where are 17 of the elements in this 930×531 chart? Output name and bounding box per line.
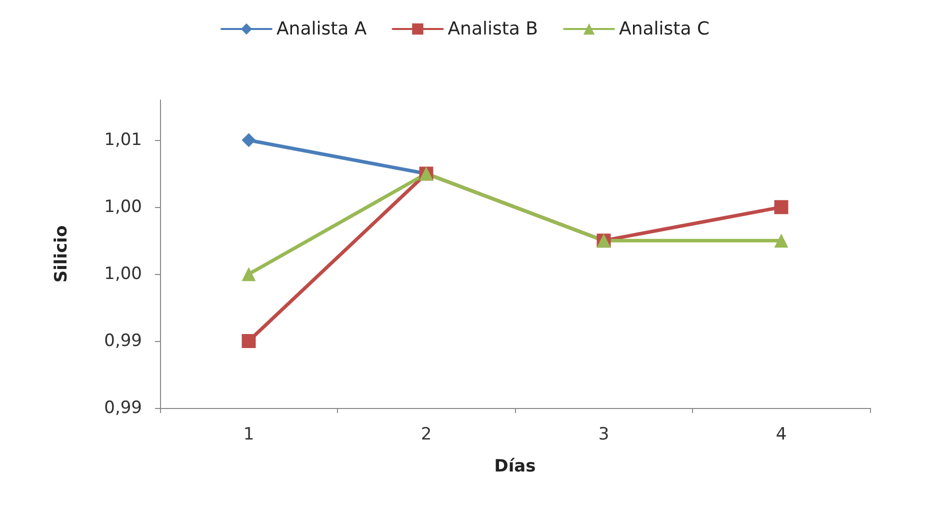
x-tick-label: 1	[243, 424, 254, 444]
legend-label: Analista B	[448, 18, 538, 40]
x-axis-title: Días	[494, 456, 536, 476]
y-axis-title: Silicio	[52, 225, 72, 283]
x-tick-label: 4	[776, 424, 787, 444]
y-tick-label: 1,01	[104, 130, 142, 150]
point	[242, 334, 256, 348]
y-tick-label: 1,00	[104, 264, 142, 284]
point	[242, 133, 256, 148]
y-tick-label: 0,99	[104, 331, 142, 352]
legend-label: Analista C	[619, 18, 710, 40]
legend-label: Analista A	[276, 18, 368, 40]
x-tick-label: 2	[420, 424, 432, 444]
y-tick-label: 1,00	[104, 197, 142, 218]
point	[774, 200, 788, 214]
y-tick-label: 0,99	[104, 398, 142, 418]
x-tick-label: 3	[598, 424, 610, 444]
